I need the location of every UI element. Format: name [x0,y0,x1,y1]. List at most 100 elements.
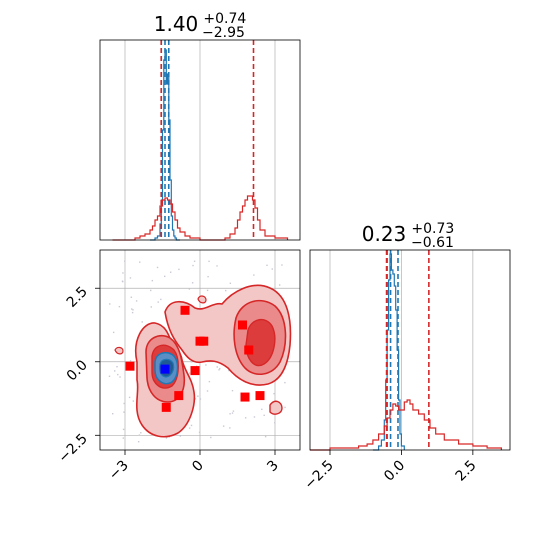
sample-dot [216,265,218,267]
sample-dot [199,398,202,400]
sample-dot [225,289,227,292]
sample-dot [178,268,180,271]
sample-dot [122,428,125,431]
sample-dot [123,411,125,413]
sample-dot [266,264,268,266]
yticks-contour: −2.5 0.0 2.5 [55,284,100,466]
sample-dot [156,266,159,269]
ytick-label: 2.5 [64,284,91,311]
title-top-minus: −2.95 [202,25,245,41]
sample-dot [179,435,182,437]
sample-dot [188,372,191,374]
sample-dot [140,432,142,434]
sample-dot [112,331,115,334]
xtick-label: 3 [264,458,282,476]
red-point-marker [238,320,247,330]
red-contour-small-top [197,295,207,304]
xtick-label: 2.5 [453,458,480,485]
sample-dot [157,301,159,303]
sample-dot [131,308,133,310]
sample-dot [284,381,286,384]
marginal-histogram-right: 0.23 +0.73 −0.61 −2.5 0.0 2.5 [301,221,511,493]
sample-dot [117,373,119,376]
sample-dot [191,282,194,284]
sample-dot [263,414,265,417]
red-point-marker [244,345,254,355]
sample-dot [190,424,193,427]
sample-dot [208,260,210,263]
title-top-plus: +0.74 [203,11,246,27]
red-point-marker [125,361,135,371]
sample-dot [278,284,281,286]
sample-dot [119,376,121,378]
sample-dot [244,417,247,419]
sample-dot [219,367,221,370]
sample-dot [109,303,111,305]
red-point-marker [240,392,250,402]
sample-dot [132,309,134,311]
sample-dot [150,306,152,308]
xtick-label: 0 [189,458,207,476]
plot-right [310,250,502,451]
red-point-marker [199,336,209,346]
sample-dot [132,400,135,402]
sample-dot [138,434,141,436]
sample-dot [128,396,131,399]
sample-dot [206,390,209,392]
xticks-contour: −3 0 3 [106,450,282,483]
sample-dot [129,360,132,362]
sample-dot [222,425,225,427]
sample-dot [229,413,231,415]
sample-dot [150,289,152,292]
sample-dot [232,410,235,412]
sample-dot [164,275,166,278]
sample-dot [273,392,275,395]
sample-dot [108,375,111,377]
sample-dot [131,311,134,314]
xticks-right: −2.5 0.0 2.5 [301,450,480,493]
title-right-value: 0.23 [362,222,407,246]
red-point-marker [161,402,171,412]
sample-dot [114,370,116,372]
title-right-plus: +0.73 [411,221,454,237]
sample-dot [193,260,196,262]
sample-dot [123,402,125,405]
grid-right [329,250,474,450]
sample-dot [229,282,232,285]
sample-dot [139,261,141,263]
sample-dot [118,305,121,308]
sample-dot [122,437,125,439]
title-right-minus: −0.61 [411,235,454,251]
sample-dot [129,277,132,279]
sample-dot [188,288,191,290]
sample-dot [274,422,276,424]
red-point-marker [174,391,184,401]
sample-dot [188,427,191,429]
sample-dot [192,264,194,267]
xtick-label: −2.5 [301,458,336,493]
red-contour-small-right [269,400,283,415]
sample-dot [197,395,199,397]
red-contour-small-left [114,346,124,355]
sample-dot [116,365,118,368]
sample-dot [135,300,138,302]
title-top: 1.40 +0.74 [154,11,247,36]
red-point-marker [180,305,190,315]
sample-dot [190,361,193,363]
sample-dot [165,437,168,439]
sample-dot [112,413,114,415]
sample-dot [207,275,209,278]
sample-dot [194,398,196,400]
sample-dot [281,264,283,266]
sample-dot [137,441,140,443]
sample-points [125,305,265,412]
sample-dot [231,389,234,392]
sample-dot [216,366,218,368]
sample-dot [264,435,267,438]
sample-dot [229,427,231,429]
sample-dot [141,321,143,323]
sample-dot [124,260,126,262]
sample-dot [122,272,124,274]
sample-dot [208,380,211,383]
